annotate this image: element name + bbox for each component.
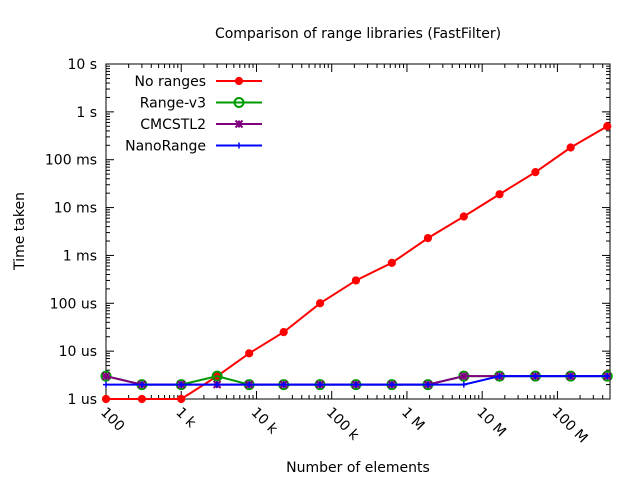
data-point	[388, 381, 395, 388]
data-point	[424, 381, 431, 388]
data-point	[351, 276, 361, 285]
data-point	[567, 373, 574, 380]
data-point	[460, 381, 467, 388]
chart-title: Comparison of range libraries (FastFilte…	[215, 26, 501, 42]
y-tick-label: 1 us	[67, 392, 97, 408]
y-tick-label: 1 s	[76, 105, 97, 121]
data-point	[101, 371, 111, 381]
legend-label: Range-v3	[140, 96, 206, 112]
data-point	[211, 370, 223, 382]
series-line	[106, 125, 608, 400]
data-point	[531, 168, 540, 177]
series-0	[101, 122, 612, 404]
data-point	[138, 381, 145, 388]
x-tick-label: 10 k	[248, 405, 281, 438]
plot-border	[105, 63, 611, 400]
legend-marker	[233, 97, 245, 108]
x-tick-label: 1 k	[172, 405, 199, 432]
x-tick-label: 100 k	[323, 405, 363, 445]
legend-marker	[236, 142, 242, 149]
data-point	[495, 190, 504, 199]
data-point	[178, 381, 185, 388]
y-tick-label: 1 ms	[63, 248, 97, 264]
data-point	[532, 373, 539, 380]
legend-marker	[234, 76, 244, 86]
y-axis-label: Time taken	[12, 192, 28, 271]
data-point	[423, 234, 433, 243]
legend-marker	[234, 119, 244, 129]
data-point	[214, 381, 221, 388]
data-point	[459, 212, 468, 221]
legend-label: NanoRange	[125, 139, 206, 155]
data-point	[137, 394, 146, 404]
y-tick-label: 10 s	[67, 57, 97, 73]
y-tick-label: 10 ms	[54, 201, 97, 217]
y-tick-label: 100 us	[50, 296, 97, 312]
data-point	[103, 381, 109, 388]
data-point	[177, 394, 186, 404]
x-axis-label: Number of elements	[286, 460, 430, 476]
data-point	[101, 394, 111, 404]
data-point	[603, 122, 612, 131]
data-point	[279, 327, 288, 337]
data-point	[459, 371, 469, 381]
data-point	[315, 299, 325, 308]
legend: No ranges Range-v3 CMCSTL2 NanoRange	[125, 74, 262, 155]
x-tick-label: 100 M	[549, 405, 591, 447]
data-point	[245, 349, 254, 358]
x-tick-label: 1 M	[398, 405, 427, 434]
x-tick-label: 100	[97, 405, 127, 435]
y-tick-label: 100 ms	[45, 153, 97, 169]
minor-ticks	[106, 64, 610, 399]
data-point	[352, 381, 359, 388]
x-tick-label: 10 M	[473, 405, 509, 441]
legend-label: CMCSTL2	[140, 117, 206, 133]
data-point	[566, 143, 575, 152]
data-point	[246, 381, 253, 388]
data-point	[100, 370, 112, 382]
plot-area: 1 us 10 us 100 us 1 ms 10 ms 100 ms 1 s 10 s 100…	[45, 57, 613, 447]
y-tick-label: 10 us	[59, 344, 97, 360]
data-point	[280, 381, 287, 388]
series-3	[103, 373, 611, 388]
legend-label: No ranges	[135, 74, 207, 90]
data-point	[317, 381, 324, 388]
data-point	[496, 373, 503, 380]
data-point	[604, 373, 611, 380]
data-point	[387, 258, 396, 267]
